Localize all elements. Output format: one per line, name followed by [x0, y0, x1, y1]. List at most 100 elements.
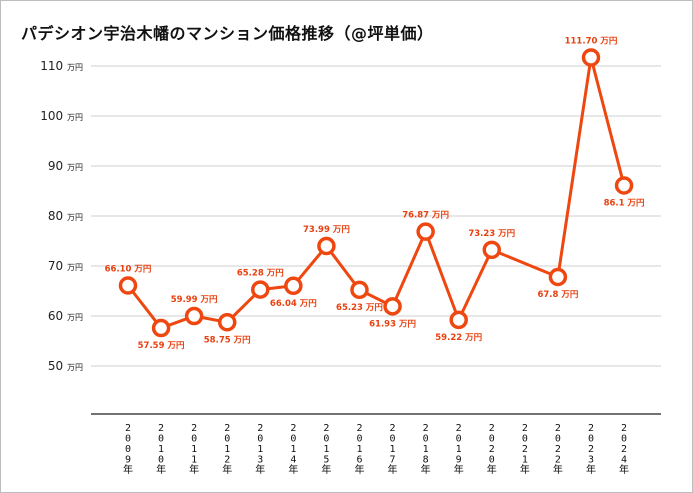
x-tick-label: 年 — [586, 463, 596, 476]
x-tick-label: 2 — [356, 423, 362, 434]
x-tick-label: 2 — [588, 444, 594, 455]
x-tick-label: 2 — [390, 423, 396, 434]
data-label: 111.70 万円 — [565, 37, 618, 47]
data-label: 76.87 万円 — [402, 211, 449, 221]
x-tick-label: 年 — [255, 463, 265, 476]
x-tick-label: 2 — [257, 423, 263, 434]
x-tick-label: 0 — [158, 434, 164, 445]
x-tick-label: 2 — [555, 444, 561, 455]
x-tick-label: 0 — [323, 434, 329, 445]
data-label: 66.04 万円 — [270, 299, 317, 309]
x-tick-label: 1 — [356, 444, 362, 455]
data-point — [581, 48, 601, 67]
x-tick-label: 2 — [125, 423, 131, 434]
x-tick-label: 年 — [222, 463, 232, 476]
x-tick-label: 2 — [456, 423, 462, 434]
x-tick-label: 0 — [390, 434, 396, 445]
data-label: 65.28 万円 — [237, 269, 284, 279]
data-point — [151, 318, 171, 338]
data-label: 61.93 万円 — [369, 319, 416, 329]
x-tick-label: 0 — [522, 434, 528, 445]
x-tick-label: 0 — [588, 434, 594, 445]
x-tick-label: 年 — [487, 463, 497, 476]
x-tick-label: 年 — [354, 463, 364, 476]
x-tick-label: 年 — [189, 463, 199, 476]
data-label: 59.99 万円 — [171, 295, 218, 305]
x-tick-label: 9 — [125, 455, 131, 466]
x-tick-label: 2 — [489, 423, 495, 434]
x-tick-label: 1 — [290, 444, 296, 455]
x-tick-label: 0 — [423, 434, 429, 445]
x-tick-label: 2 — [224, 423, 230, 434]
data-label: 59.22 万円 — [435, 333, 482, 343]
x-tick-label: 1 — [390, 444, 396, 455]
data-label: 67.8 万円 — [537, 290, 578, 300]
x-tick-label: 2 — [224, 455, 230, 466]
x-tick-label: 0 — [489, 434, 495, 445]
data-point — [251, 280, 270, 299]
data-point — [184, 306, 204, 326]
x-tick-label: 0 — [191, 434, 197, 445]
data-label: 73.99 万円 — [303, 225, 350, 235]
x-tick-label: 2 — [621, 444, 627, 455]
data-label: 86.1 万円 — [604, 199, 645, 209]
x-tick-label: 年 — [520, 463, 530, 476]
x-tick-label: 0 — [125, 444, 131, 455]
x-tick-label: 0 — [456, 434, 462, 445]
x-tick-label: 0 — [489, 455, 495, 466]
x-tick-label: 0 — [555, 434, 561, 445]
x-tick-label: 年 — [553, 463, 563, 476]
x-tick-label: 2 — [555, 423, 561, 434]
data-point — [217, 313, 237, 332]
data-label: 73.23 万円 — [468, 229, 515, 239]
data-point — [416, 222, 435, 241]
y-tick-label: 70 万円 — [48, 259, 83, 273]
x-tick-label: 年 — [288, 463, 298, 476]
x-tick-label: 4 — [621, 455, 627, 466]
data-point — [350, 280, 369, 300]
y-tick-label: 110 万円 — [40, 59, 83, 73]
x-tick-label: 0 — [224, 434, 230, 445]
data-point — [317, 236, 336, 256]
x-tick-label: 年 — [321, 463, 331, 476]
x-tick-label: 2 — [555, 455, 561, 466]
x-tick-label: 2 — [158, 423, 164, 434]
x-tick-label: 7 — [390, 455, 396, 466]
x-tick-label: 2 — [323, 423, 329, 434]
x-tick-label: 0 — [125, 434, 131, 445]
x-tick-label: 2 — [423, 423, 429, 434]
y-tick-label: 60 万円 — [48, 309, 83, 323]
x-tick-label: 0 — [290, 434, 296, 445]
data-point — [614, 176, 634, 195]
y-tick-label: 50 万円 — [48, 359, 83, 373]
x-tick-label: 2 — [489, 444, 495, 455]
data-label: 57.59 万円 — [138, 341, 185, 351]
x-tick-label: 1 — [224, 444, 230, 455]
x-tick-label: 年 — [388, 463, 398, 476]
series-line — [126, 56, 626, 330]
x-tick-label: 0 — [356, 434, 362, 445]
chart-title: パデシオン宇治木幡のマンション価格推移（@坪単価） — [21, 24, 434, 43]
data-point — [548, 267, 568, 287]
x-tick-label: 2 — [588, 423, 594, 434]
x-tick-label: 3 — [257, 455, 263, 466]
x-tick-label: 6 — [356, 455, 362, 466]
x-tick-label: 4 — [290, 455, 296, 466]
data-label: 66.10 万円 — [105, 265, 152, 275]
x-tick-label: 年 — [619, 463, 629, 476]
x-tick-label: 1 — [257, 444, 263, 455]
data-point — [118, 276, 138, 295]
x-tick-label: 0 — [621, 434, 627, 445]
x-tick-label: 1 — [423, 444, 429, 455]
x-tick-label: 9 — [456, 455, 462, 466]
data-point — [482, 240, 502, 260]
data-label: 65.23 万円 — [336, 303, 383, 313]
y-tick-label: 80 万円 — [48, 209, 83, 223]
x-tick-label: 8 — [423, 455, 429, 466]
data-label: 58.75 万円 — [204, 335, 251, 345]
x-tick-label: 2 — [191, 423, 197, 434]
x-tick-label: 0 — [257, 434, 263, 445]
x-tick-label: 1 — [522, 455, 528, 466]
y-tick-label: 100 万円 — [40, 109, 83, 123]
